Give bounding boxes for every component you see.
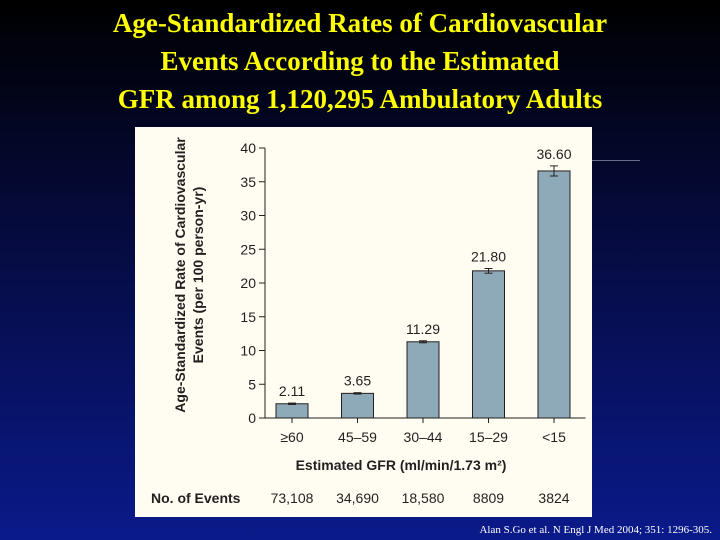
bars: 2.11 3.65 11.29 21.80 36.60 (275, 146, 572, 419)
y-tick-label: 30 (240, 208, 256, 224)
y-axis-title: Age-Standardized Rate of Cardiovascular … (172, 137, 206, 413)
events-count: 3824 (538, 490, 569, 506)
x-axis-title: Estimated GFR (ml/min/1.73 m²) (296, 457, 507, 473)
y-tick-label: 15 (240, 309, 256, 325)
y-axis-title-line-1: Age-Standardized Rate of Cardiovascular (172, 137, 188, 413)
bar (275, 403, 309, 419)
data-label: 21.80 (471, 248, 506, 264)
events-count: 18,580 (402, 490, 445, 506)
y-tick-label: 40 (240, 140, 256, 156)
events-row: 73,108 34,690 18,580 8809 3824 (271, 490, 570, 506)
x-tick-label: ≥60 (280, 429, 303, 445)
x-tick-label: 45–59 (338, 429, 377, 445)
bar (537, 170, 571, 419)
figure-panel: Age-Standardized Rate of Cardiovascular … (135, 127, 592, 517)
bar-chart: Age-Standardized Rate of Cardiovascular … (151, 137, 586, 506)
title-line-2: Events According to the Estimated (160, 46, 560, 76)
y-tick-label: 25 (240, 241, 256, 257)
data-label: 3.65 (344, 373, 371, 389)
x-axis-ticks: ≥60 45–59 30–44 15–29 <15 (265, 417, 586, 445)
y-axis-title-line-2: Events (per 100 person-yr) (190, 187, 206, 364)
events-count: 8809 (473, 490, 504, 506)
data-label: 36.60 (536, 146, 571, 162)
events-row-label: No. of Events (151, 490, 241, 506)
bar (406, 341, 440, 419)
title-line-1: Age-Standardized Rates of Cardiovascular (112, 8, 608, 38)
slide-title: Age-Standardized Rates of Cardiovascular… (0, 4, 720, 118)
data-label: 2.11 (279, 383, 305, 399)
y-tick-label: 0 (248, 410, 256, 426)
bar (341, 392, 374, 419)
x-tick-label: 15–29 (469, 429, 508, 445)
divider-line (592, 160, 640, 161)
y-tick-label: 35 (240, 174, 256, 190)
title-line-3: GFR among 1,120,295 Ambulatory Adults (117, 84, 603, 114)
x-tick-label: <15 (542, 429, 566, 445)
y-tick-label: 5 (248, 376, 256, 392)
citation: Alan S.Go et al. N Engl J Med 2004; 351:… (479, 524, 712, 536)
y-axis: 0 5 10 15 20 25 30 35 40 (240, 140, 266, 426)
data-label: 11.29 (406, 321, 440, 337)
x-tick-label: 30–44 (404, 429, 443, 445)
y-tick-label: 20 (240, 275, 256, 291)
events-count: 73,108 (271, 490, 314, 506)
bar (472, 270, 505, 419)
y-tick-label: 10 (240, 343, 256, 359)
events-count: 34,690 (336, 490, 379, 506)
